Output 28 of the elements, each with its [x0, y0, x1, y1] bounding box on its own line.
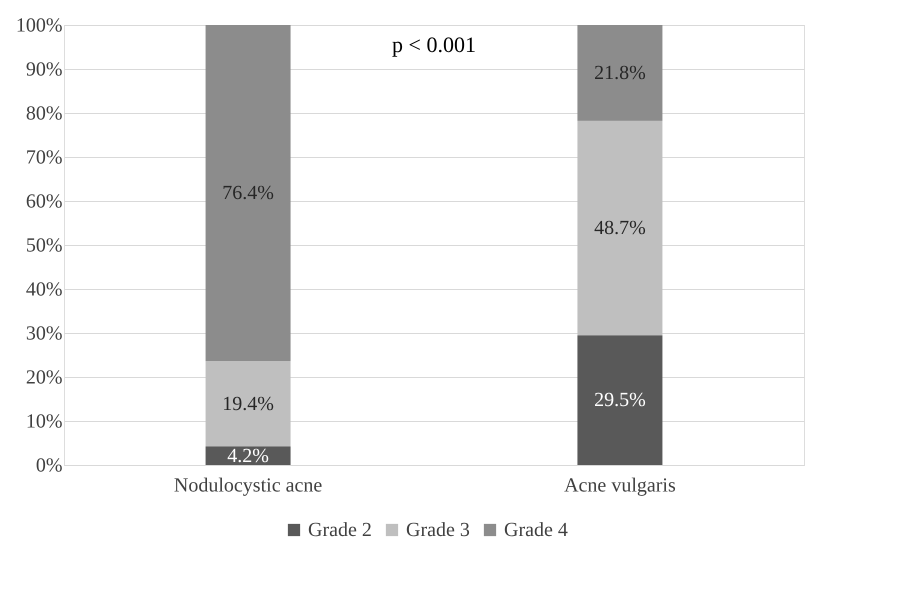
y-tick-label: 40%: [26, 278, 62, 300]
legend-label: Grade 2: [308, 519, 372, 541]
y-tick-label: 70%: [26, 146, 62, 168]
bar: [577, 335, 662, 465]
data-label: 48.7%: [594, 217, 646, 240]
data-label: 21.8%: [594, 62, 646, 84]
bar: [206, 25, 291, 362]
y-tick-label: 90%: [26, 58, 62, 80]
y-tick-label: 10%: [26, 410, 62, 432]
y-tick-label: 0%: [36, 454, 62, 476]
bar: [577, 25, 662, 121]
legend-label: Grade 4: [504, 519, 568, 541]
y-tick-label: 30%: [26, 322, 62, 344]
bar: [577, 120, 662, 336]
y-tick-label: 80%: [26, 102, 62, 124]
data-label: 76.4%: [222, 182, 274, 204]
legend-label: Grade 3: [406, 519, 470, 541]
data-label: 29.5%: [594, 389, 646, 412]
data-label: 4.2%: [227, 444, 269, 467]
bar: [206, 361, 291, 447]
y-tick-label: 60%: [26, 190, 62, 212]
y-tick-label: 20%: [26, 366, 62, 388]
x-tick-label: Nodulocystic acne: [174, 474, 322, 496]
y-tick-label: 100%: [16, 14, 62, 36]
data-label: 19.4%: [222, 392, 274, 415]
x-tick-label: Acne vulgaris: [564, 474, 676, 496]
y-tick-label: 50%: [26, 234, 62, 256]
annotation: p < 0.001: [392, 32, 476, 57]
